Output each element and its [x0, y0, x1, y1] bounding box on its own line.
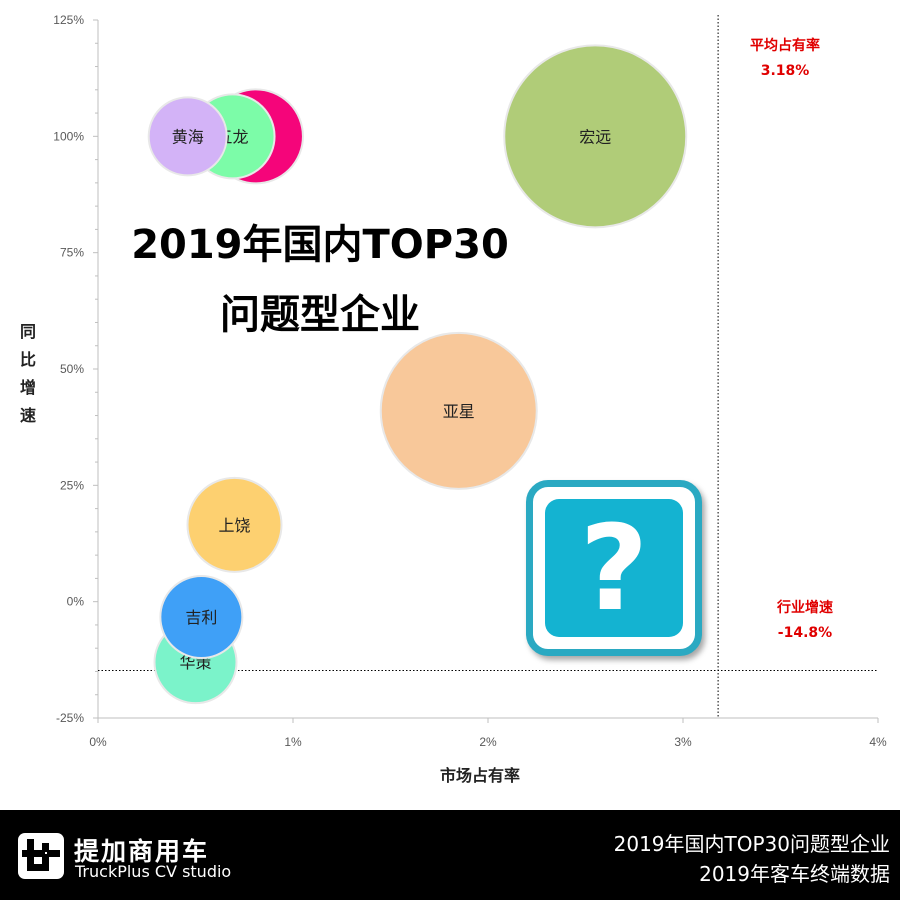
bubble-circle: [503, 44, 688, 229]
bubble-circle: [147, 96, 228, 177]
x-tick-label: 3%: [674, 735, 692, 749]
bubble-吉利: 吉利: [159, 575, 244, 660]
industry-growth-annotation: 行业增速 -14.8%: [755, 596, 855, 646]
bubble-label: 宏远: [579, 127, 611, 146]
overlay-title-line2: 问题型企业: [220, 292, 420, 338]
x-axis-title: 市场占有率: [440, 766, 521, 785]
x-tick-label: 1%: [284, 735, 302, 749]
bubble-黄海: 黄海: [147, 96, 228, 177]
average-share-annotation: 平均占有率 3.18%: [735, 34, 835, 84]
footer-caption-1: 2019年国内TOP30问题型企业: [613, 832, 890, 856]
y-tick-label: 75%: [60, 246, 84, 260]
footer-caption-2: 2019年客车终端数据: [699, 862, 890, 886]
brand-name-cn: 提加商用车: [74, 837, 210, 866]
overlay-title-line1: 2019年国内TOP30: [131, 222, 509, 268]
x-tick-label: 4%: [869, 735, 887, 749]
brand-name-en: TruckPlus CV studio: [75, 862, 232, 881]
y-tick-label: 125%: [53, 13, 84, 27]
average-share-value: 3.18%: [760, 63, 810, 79]
overlay-title: 2019年国内TOP30 问题型企业: [125, 210, 515, 350]
truckplus-logo-icon: [18, 833, 64, 879]
y-tick-label: 100%: [53, 129, 84, 143]
bubble-circle: [379, 331, 538, 490]
bubble-label: 上饶: [218, 516, 250, 535]
y-tick-label: 0%: [67, 595, 85, 609]
average-share-label: 平均占有率: [750, 38, 820, 54]
bubble-circle: [159, 575, 244, 660]
question-mark-icon: ?: [526, 480, 702, 656]
footer: 提加商用车 TruckPlus CV studio 2019年国内TOP30问题…: [0, 810, 900, 900]
y-axis-title: 同比增速: [19, 322, 36, 425]
bubble-chart: -25%0%25%50%75%100%125%0%1%2%3%4% 宏远亚星申沃…: [53, 13, 887, 749]
bubble-label: 亚星: [443, 402, 475, 421]
y-tick-label: 25%: [60, 478, 84, 492]
bubble-label: 黄海: [172, 127, 204, 146]
industry-growth-label: 行业增速: [777, 600, 833, 616]
bubble-亚星: 亚星: [379, 331, 538, 490]
industry-growth-value: -14.8%: [777, 625, 833, 641]
x-tick-label: 0%: [89, 735, 107, 749]
y-tick-label: -25%: [56, 711, 84, 725]
bubble-宏远: 宏远: [503, 44, 688, 229]
bubble-circle: [186, 476, 283, 573]
bubble-label: 吉利: [185, 608, 217, 627]
bubble-上饶: 上饶: [186, 476, 283, 573]
x-tick-label: 2%: [479, 735, 497, 749]
y-tick-label: 50%: [60, 362, 84, 376]
